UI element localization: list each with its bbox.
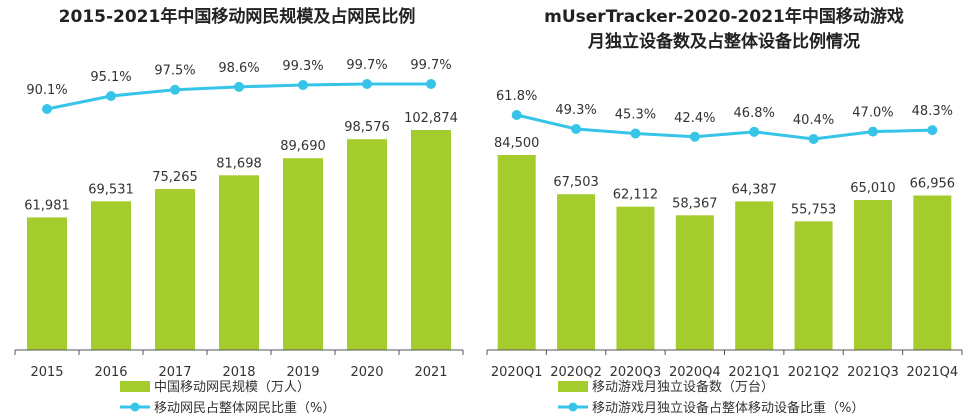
line-point-2018 (234, 81, 244, 92)
bar-value-label: 102,874 (404, 111, 458, 126)
line-value-label: 49.3% (555, 103, 596, 118)
chart-title: mUserTracker-2020-2021年中国移动游戏 (544, 6, 904, 27)
x-tick-label: 2020Q2 (550, 365, 602, 380)
line-point-2017 (170, 84, 180, 95)
line-point-2020Q2 (571, 124, 582, 135)
line-value-label: 48.3% (912, 104, 953, 119)
x-tick-label: 2021Q1 (728, 365, 780, 380)
legend-label-line: 移动网民占整体网民比重（%） (154, 400, 335, 416)
bar-2020Q1 (497, 155, 536, 350)
line-point-2021Q2 (808, 134, 819, 144)
x-tick-label: 2021Q4 (907, 365, 959, 380)
line-point-2021 (426, 79, 436, 89)
bar-value-label: 65,010 (850, 181, 896, 196)
bar-2021Q4 (913, 195, 952, 350)
line-value-label: 40.4% (793, 113, 834, 128)
bar-2020Q3 (616, 206, 655, 350)
bar-2021Q3 (853, 199, 892, 350)
x-tick-label: 2021Q2 (788, 365, 840, 380)
line-point-2019 (298, 80, 308, 91)
x-tick-label: 2019 (286, 365, 319, 380)
legend-label-bar: 中国移动网民规模（万人） (154, 380, 310, 395)
line-point-2021Q4 (927, 125, 938, 136)
bar-2021Q2 (794, 221, 833, 350)
x-tick-label: 2016 (94, 365, 127, 380)
line-value-label: 95.1% (90, 70, 131, 85)
bar-2021Q1 (735, 201, 774, 350)
bar-2018 (219, 175, 259, 350)
line-point-2020 (362, 79, 372, 89)
bar-value-label: 62,112 (613, 188, 659, 203)
chart-2: mUserTracker-2020-2021年中国移动游戏月独立设备数及占整体设… (486, 6, 963, 416)
legend-swatch-marker (130, 402, 140, 412)
line-value-label: 61.8% (496, 89, 537, 104)
bar-2019 (283, 158, 323, 350)
line-series (516, 113, 933, 141)
legend-swatch-bar (558, 381, 588, 392)
line-point-2021Q3 (867, 126, 878, 137)
bar-value-label: 55,753 (791, 202, 837, 217)
line-value-label: 47.0% (852, 106, 893, 121)
legend-swatch-marker (568, 402, 578, 412)
line-value-label: 99.3% (282, 59, 323, 74)
bar-value-label: 69,531 (88, 182, 134, 197)
bar-2016 (91, 201, 131, 350)
bar-value-label: 67,503 (553, 175, 599, 190)
bar-value-label: 61,981 (24, 198, 70, 213)
x-tick-label: 2020Q4 (669, 365, 721, 380)
legend-swatch-bar (120, 381, 150, 392)
x-tick-label: 2021 (414, 365, 447, 380)
line-point-2021Q1 (749, 126, 760, 137)
bar-value-label: 66,956 (910, 176, 956, 191)
legend: 中国移动网民规模（万人） 移动网民占整体网民比重（%） (120, 380, 335, 416)
x-tick-label: 2015 (30, 365, 63, 380)
line-value-label: 45.3% (615, 108, 656, 123)
bar-value-label: 89,690 (280, 139, 326, 154)
x-tick-label: 2020Q1 (491, 365, 543, 380)
line-value-label: 90.1% (26, 83, 67, 98)
legend: 移动游戏月独立设备数（万台） 移动游戏月独立设备占整体移动设备比重（%） (558, 379, 864, 416)
line-value-label: 46.8% (734, 106, 775, 121)
chart-title: 2015-2021年中国移动网民规模及占网民比例 (59, 6, 416, 27)
bar-value-label: 64,387 (731, 182, 777, 197)
x-tick-label: 2018 (222, 365, 255, 380)
line-point-2016 (106, 90, 116, 101)
bar-2020 (347, 139, 387, 350)
bar-value-label: 84,500 (494, 136, 540, 151)
bar-value-label: 98,576 (344, 120, 390, 135)
line-point-2020Q1 (511, 110, 522, 120)
x-tick-label: 2017 (158, 365, 191, 380)
line-value-label: 42.4% (674, 111, 715, 126)
bar-2015 (27, 217, 67, 350)
legend-label-bar: 移动游戏月独立设备数（万台） (592, 379, 774, 395)
line-value-label: 99.7% (410, 58, 451, 73)
legend-label-line: 移动游戏月独立设备占整体移动设备比重（%） (592, 400, 864, 416)
bar-2017 (155, 189, 195, 350)
bar-value-label: 58,367 (672, 196, 718, 211)
x-tick-label: 2020Q3 (610, 365, 662, 380)
line-point-2020Q4 (689, 131, 700, 142)
bar-2020Q2 (557, 194, 596, 350)
line-point-2015 (42, 104, 52, 114)
chart-1: 2015-2021年中国移动网民规模及占网民比例 61,981 69,531 75,2… (14, 6, 464, 416)
line-value-label: 99.7% (346, 58, 387, 73)
line-value-label: 98.6% (218, 61, 259, 76)
x-tick-label: 2021Q3 (847, 365, 899, 380)
bar-2020Q4 (675, 215, 714, 350)
bar-2021 (411, 130, 451, 350)
x-tick-label: 2020 (350, 365, 383, 380)
bar-value-label: 75,265 (152, 170, 198, 185)
chart-title: 月独立设备数及占整体设备比例情况 (587, 31, 860, 52)
line-point-2020Q3 (630, 128, 641, 139)
line-value-label: 97.5% (154, 64, 195, 79)
bar-value-label: 81,698 (216, 156, 262, 171)
